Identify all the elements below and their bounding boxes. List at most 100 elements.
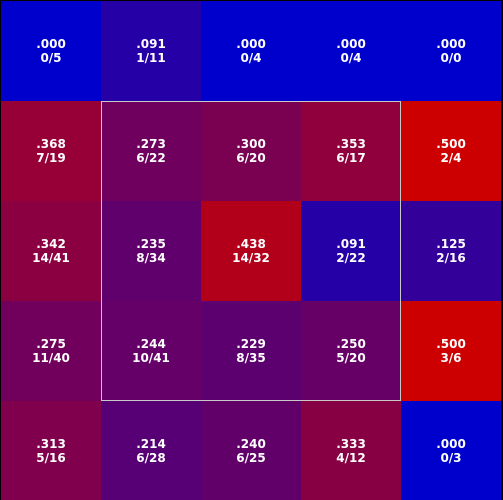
cell-color-rect bbox=[201, 201, 301, 301]
cell-average-label: .000 bbox=[336, 37, 366, 51]
cell-fraction-label: 3/6 bbox=[440, 351, 461, 365]
cell-fraction-label: 14/41 bbox=[32, 251, 70, 265]
cell-color-rect bbox=[201, 301, 301, 401]
cell-fraction-label: 14/32 bbox=[232, 251, 270, 265]
cell-fraction-label: 7/19 bbox=[36, 151, 65, 165]
cell-average-label: .342 bbox=[36, 237, 66, 251]
cell-fraction-label: 6/17 bbox=[336, 151, 365, 165]
cell-average-label: .273 bbox=[136, 137, 166, 151]
cell-color-rect bbox=[401, 201, 501, 301]
cell-average-label: .240 bbox=[236, 437, 266, 451]
cell-average-label: .000 bbox=[436, 37, 466, 51]
cell-fraction-label: 6/25 bbox=[236, 451, 265, 465]
cell-fraction-label: 0/3 bbox=[440, 451, 461, 465]
cell-average-label: .313 bbox=[36, 437, 66, 451]
cell-average-label: .000 bbox=[436, 437, 466, 451]
cell-color-rect bbox=[301, 401, 401, 500]
cell-fraction-label: 1/11 bbox=[136, 51, 165, 65]
cell-color-rect bbox=[101, 301, 201, 401]
cell-color-rect bbox=[1, 1, 101, 101]
cell-average-label: .091 bbox=[336, 237, 366, 251]
cell-fraction-label: 8/35 bbox=[236, 351, 265, 365]
cell-average-label: .244 bbox=[136, 337, 166, 351]
cell-fraction-label: 5/16 bbox=[36, 451, 65, 465]
cell-average-label: .500 bbox=[436, 137, 466, 151]
cell-color-rect bbox=[301, 101, 401, 201]
cell-fraction-label: 4/12 bbox=[336, 451, 365, 465]
cell-average-label: .300 bbox=[236, 137, 266, 151]
cell-average-label: .229 bbox=[236, 337, 266, 351]
strike-zone-border bbox=[101, 101, 401, 401]
cell-average-label: .250 bbox=[336, 337, 366, 351]
cell-average-label: .500 bbox=[436, 337, 466, 351]
cell-color-rect bbox=[101, 101, 201, 201]
cell-average-label: .438 bbox=[236, 237, 266, 251]
cell-average-label: .000 bbox=[236, 37, 266, 51]
cell-fraction-label: 8/34 bbox=[136, 251, 165, 265]
cell-fraction-label: 6/22 bbox=[136, 151, 165, 165]
cell-fraction-label: 0/4 bbox=[240, 51, 261, 65]
cell-color-rect bbox=[401, 301, 501, 401]
cell-color-rect bbox=[201, 101, 301, 201]
cell-color-rect bbox=[1, 401, 101, 500]
cell-fraction-label: 2/16 bbox=[436, 251, 465, 265]
cell-color-rect bbox=[401, 401, 501, 500]
cell-color-rect bbox=[401, 101, 501, 201]
cell-fraction-label: 10/41 bbox=[132, 351, 170, 365]
cell-color-rect bbox=[301, 201, 401, 301]
cell-average-label: .235 bbox=[136, 237, 166, 251]
cell-color-rect bbox=[101, 201, 201, 301]
cell-color-rect bbox=[101, 1, 201, 101]
cell-average-label: .091 bbox=[136, 37, 166, 51]
cell-average-label: .368 bbox=[36, 137, 66, 151]
cell-color-rect bbox=[1, 301, 101, 401]
cell-average-label: .000 bbox=[36, 37, 66, 51]
cell-fraction-label: 2/4 bbox=[440, 151, 461, 165]
cell-color-rect bbox=[301, 301, 401, 401]
cell-fraction-label: 2/22 bbox=[336, 251, 365, 265]
cell-fraction-label: 5/20 bbox=[336, 351, 365, 365]
cell-fraction-label: 6/20 bbox=[236, 151, 265, 165]
cell-fraction-label: 6/28 bbox=[136, 451, 165, 465]
cell-color-rect bbox=[401, 1, 501, 101]
cell-average-label: .275 bbox=[36, 337, 66, 351]
cell-average-label: .333 bbox=[336, 437, 366, 451]
cell-color-rect bbox=[201, 401, 301, 500]
cell-fraction-label: 11/40 bbox=[32, 351, 70, 365]
cell-color-rect bbox=[201, 1, 301, 101]
cell-average-label: .125 bbox=[436, 237, 466, 251]
cell-color-rect bbox=[301, 1, 401, 101]
cell-color-rect bbox=[1, 101, 101, 201]
cell-fraction-label: 0/4 bbox=[340, 51, 361, 65]
cell-color-rect bbox=[1, 201, 101, 301]
cell-fraction-label: 0/0 bbox=[440, 51, 461, 65]
